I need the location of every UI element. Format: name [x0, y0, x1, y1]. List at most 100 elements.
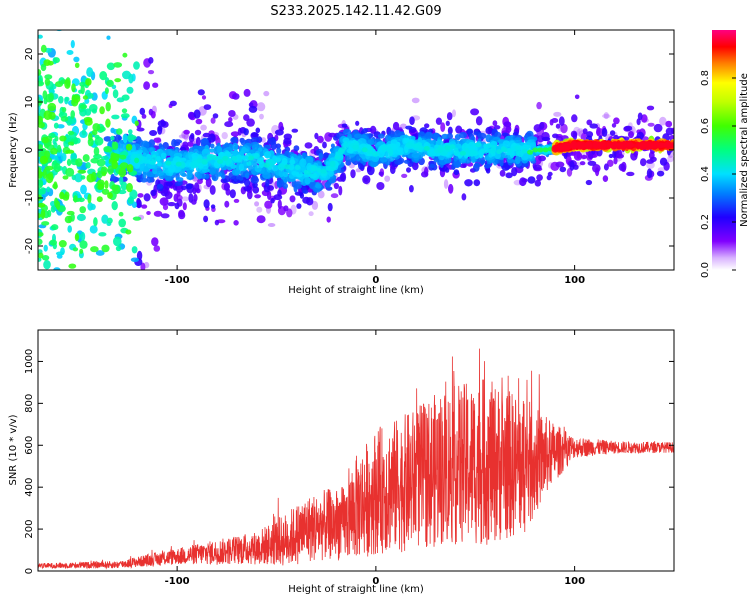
spectrogram-cell — [284, 146, 291, 153]
spectrogram-cell — [270, 141, 277, 150]
spectrogram-cell — [401, 173, 408, 178]
x-tick-label: 0 — [372, 275, 379, 286]
spectrogram-cell — [579, 161, 586, 166]
spectrogram-cell — [653, 123, 663, 133]
spectrogram-cell — [53, 57, 60, 64]
spectrogram-cell — [613, 157, 618, 165]
spectrogram-cell — [250, 132, 259, 139]
spectrogram-cell — [275, 157, 281, 163]
colorbar-ticks: 0.0 0.2 0.4 0.6 0.8 — [700, 70, 736, 278]
spectrogram-cell — [501, 147, 508, 153]
spectrogram-cell — [355, 120, 360, 126]
spectrogram-cell — [270, 197, 275, 204]
spectrogram-cell — [86, 92, 94, 99]
spectrogram-cell — [57, 144, 62, 153]
spectrogram-cell — [59, 135, 67, 142]
spectrogram-cell — [527, 176, 536, 184]
spectrogram-cell — [329, 160, 336, 168]
spectrogram-cell — [46, 186, 51, 193]
spectrogram-cell — [464, 179, 473, 187]
spectrogram-cell — [291, 171, 297, 176]
spectrogram-cell — [45, 173, 54, 184]
spectrogram-cell — [384, 175, 391, 182]
spectrogram-cell — [86, 67, 94, 78]
spectrogram-cell — [113, 62, 123, 68]
spectrogram-cell — [243, 185, 252, 192]
spectrogram-cell — [620, 140, 628, 150]
spectrogram-cell — [190, 133, 195, 140]
spectrogram-cell — [247, 190, 253, 200]
spectrogram-cell — [90, 157, 100, 164]
spectrogram-cell — [532, 162, 537, 169]
spectrogram-cell — [111, 201, 118, 211]
spectrogram-cell — [110, 173, 115, 180]
spectrogram-cell — [502, 140, 511, 148]
spectrogram-cell — [143, 193, 151, 202]
spectrogram-cell — [58, 96, 64, 104]
spectrogram-cell — [93, 146, 100, 156]
spectrogram-cell — [160, 213, 170, 219]
spectrogram-cell — [288, 163, 295, 171]
spectrogram-cell — [38, 69, 42, 76]
spectrogram-cell — [40, 44, 47, 53]
spectrogram-cell — [257, 147, 263, 152]
spectrogram-cell — [223, 182, 230, 191]
spectrogram-cell — [153, 210, 163, 217]
spectrogram-cell — [120, 113, 130, 119]
spectrogram-cell — [185, 183, 193, 190]
spectrogram-cell — [221, 132, 228, 140]
spectrogram-cell — [146, 211, 151, 215]
spectrogram-cell — [585, 179, 593, 186]
spectrogram-cell — [58, 240, 67, 248]
spectrogram-cell — [259, 113, 264, 120]
spectrogram-cell — [201, 95, 207, 100]
spectrogram-cell — [537, 147, 544, 153]
spectrogram-cell — [200, 173, 207, 179]
spectrogram-cell — [611, 123, 617, 128]
spectrogram-cell — [156, 170, 165, 176]
spectrogram-cell — [131, 246, 138, 254]
y-tick-label: 600 — [24, 436, 35, 455]
spectrogram-cell — [136, 197, 141, 206]
spectrogram-cell — [253, 152, 260, 160]
spectrogram-cell — [603, 163, 609, 171]
spectrogram-cell — [107, 192, 113, 199]
spectrogram-cell — [424, 123, 430, 129]
spectrogram-cell — [607, 159, 614, 167]
spectrogram-cell — [101, 244, 110, 253]
spectrogram-cell — [128, 134, 137, 141]
spectrogram-cell — [155, 269, 158, 270]
spectrogram-cell — [445, 120, 450, 127]
spectrogram-cell — [62, 175, 69, 180]
spectrogram-cell — [103, 136, 112, 142]
spectrogram-cell — [61, 107, 67, 113]
spectrogram-cell — [85, 78, 92, 86]
spectrogram-cell — [89, 104, 98, 112]
spectrogram-cell — [169, 100, 177, 107]
spectrogram-cell — [50, 147, 58, 155]
spectrogram-cell — [412, 143, 420, 149]
spectrogram-cell — [104, 180, 109, 189]
spectrogram-cell — [444, 168, 450, 173]
spectrogram-cell — [342, 137, 350, 144]
spectrogram-cell — [87, 202, 94, 211]
spectrogram-cell — [263, 162, 270, 168]
spectrogram-cell — [41, 254, 50, 261]
spectrogram-cell — [217, 159, 224, 164]
spectrogram-cell — [67, 130, 75, 136]
spectrogram-cell — [232, 93, 240, 100]
spectrogram-cell — [503, 121, 512, 128]
x-tick-label: 100 — [564, 576, 585, 587]
spectrogram-cell — [120, 181, 128, 191]
spectrogram-cell — [343, 141, 349, 150]
spectrogram-cell — [243, 128, 249, 136]
spectrogram-cell — [459, 150, 466, 156]
spectrogram-cell — [282, 183, 288, 189]
y-tick-label: 400 — [24, 478, 35, 497]
spectrogram-cell — [87, 193, 92, 204]
spectrogram-cell — [107, 217, 113, 224]
spectrogram-cell — [201, 137, 209, 144]
